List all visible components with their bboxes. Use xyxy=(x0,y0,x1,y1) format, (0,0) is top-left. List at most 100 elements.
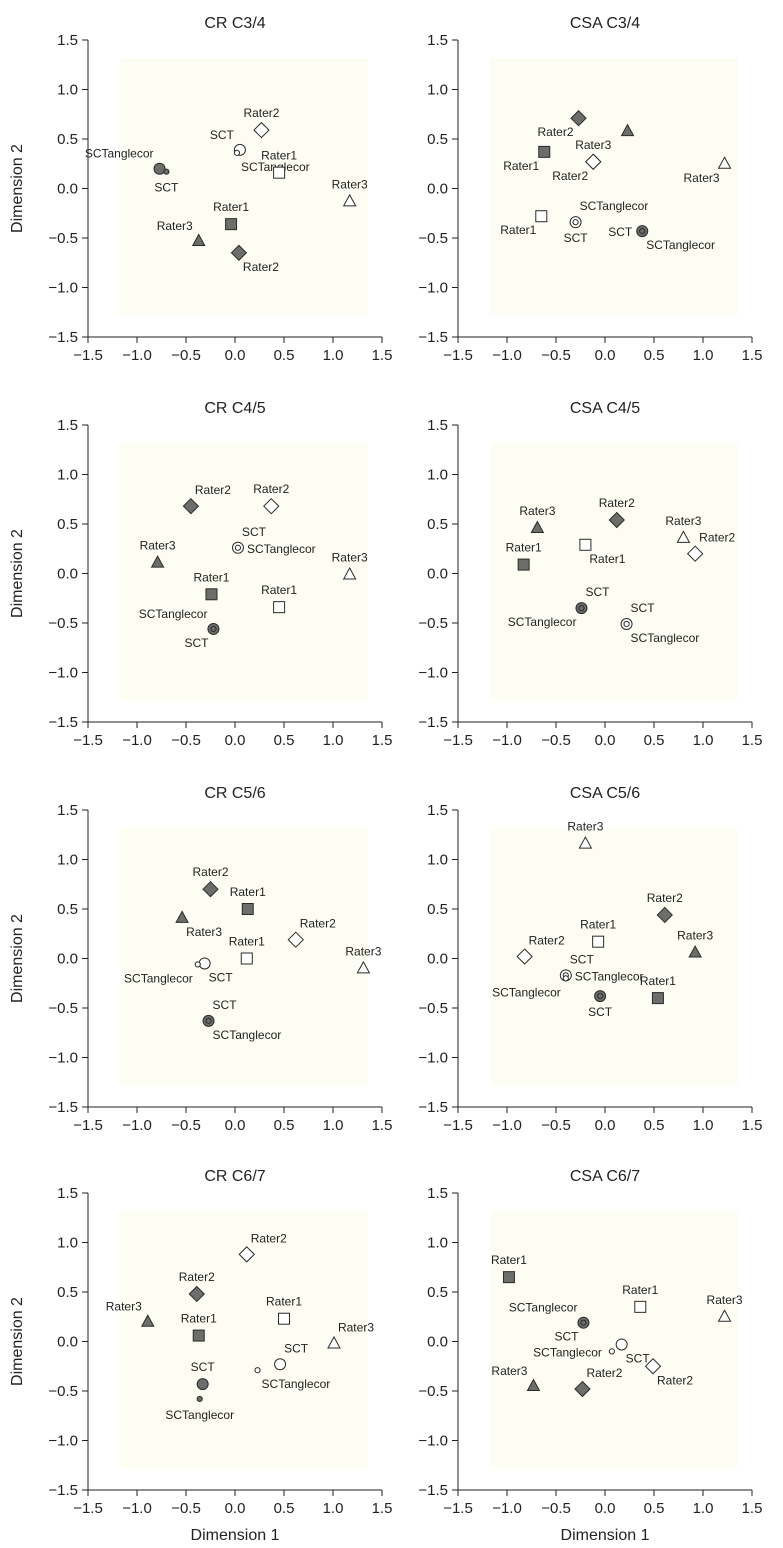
x-tick-label: −1.5 xyxy=(443,347,473,364)
scatter-panel: CR C4/5 −1.5 −1.0 −0.5 0.0 0.5 1.0 1.5 −1.5 −1.0 −… xyxy=(9,400,392,749)
diamond-marker xyxy=(585,153,602,170)
panel-title: CR C4/5 xyxy=(204,400,265,417)
point-label: Rater1 xyxy=(622,1283,658,1297)
point-label: SCTanglecor xyxy=(139,607,208,621)
diamond-marker xyxy=(574,1380,591,1398)
x-axis-title: Dimension 1 xyxy=(191,1527,280,1544)
y-tick-label: −1.5 xyxy=(418,1482,448,1499)
x-tick-label: −1.0 xyxy=(492,732,522,749)
x-tick-label: 1.5 xyxy=(742,1117,763,1134)
x-tick-label: 0.5 xyxy=(274,732,295,749)
point-label: Rater2 xyxy=(179,1270,215,1284)
x-axis-title: Dimension 1 xyxy=(561,1527,650,1544)
x-tick-label: 1.0 xyxy=(323,1500,344,1517)
point-label: Rater2 xyxy=(599,496,635,510)
square-marker xyxy=(502,1271,515,1284)
point-label: SCTanglecor xyxy=(262,1377,331,1391)
plot-area-tint xyxy=(490,58,738,315)
y-tick-label: 0.5 xyxy=(57,516,78,533)
x-tick-label: 1.5 xyxy=(372,1500,393,1517)
small-circle-marker xyxy=(639,227,646,235)
x-tick-label: 0.0 xyxy=(595,732,616,749)
diamond-marker xyxy=(230,244,248,262)
panel-title: CSA C5/6 xyxy=(570,785,640,802)
y-tick-label: −0.5 xyxy=(418,230,448,247)
point-label: Rater1 xyxy=(213,200,249,214)
scatter-panel: CSA C5/6 −1.5 −1.0 −0.5 0.0 0.5 1.0 1.5 −1.5 −1.0… xyxy=(418,785,762,1134)
point-label: Rater3 xyxy=(707,1293,743,1307)
point-label: Rater2 xyxy=(657,1373,693,1387)
x-tick-label: −1.5 xyxy=(443,1117,473,1134)
y-tick-label: −1.5 xyxy=(48,1482,78,1499)
y-tick-label: 0.0 xyxy=(57,1334,78,1351)
point-label: Rater2 xyxy=(251,1231,287,1245)
y-tick-label: 1.0 xyxy=(427,82,448,99)
x-tick-label: −1.0 xyxy=(492,1117,522,1134)
x-tick-label: 0.0 xyxy=(595,347,616,364)
point-label: Rater1 xyxy=(181,1312,217,1326)
triangle-marker xyxy=(342,566,357,580)
scatter-panel: CR C5/6 −1.5 −1.0 −0.5 0.0 0.5 1.0 1.5 −1.5 −1.0 −… xyxy=(9,785,392,1134)
triangle-marker xyxy=(327,1335,341,1349)
y-tick-label: 0.0 xyxy=(57,566,78,583)
point-label: SCT xyxy=(570,952,595,966)
x-tick-label: −1.5 xyxy=(73,1500,103,1517)
small-circle-marker xyxy=(205,1017,212,1024)
y-tick-label: −0.5 xyxy=(48,1000,78,1017)
y-tick-label: 0.5 xyxy=(57,901,78,918)
y-tick-label: 0.0 xyxy=(427,566,448,583)
point-label: SCT xyxy=(588,1005,613,1019)
y-tick-label: −0.5 xyxy=(48,1383,78,1400)
x-tick-label: 0.5 xyxy=(274,1500,295,1517)
point-label: Rater3 xyxy=(519,504,555,518)
point-label: SCT xyxy=(154,181,179,195)
y-tick-label: 0.5 xyxy=(57,131,78,148)
y-tick-label: 0.0 xyxy=(427,181,448,198)
square-marker xyxy=(634,1300,647,1313)
small-circle-marker xyxy=(234,544,242,551)
y-tick-label: 1.0 xyxy=(57,467,78,484)
point-label: Rater3 xyxy=(491,1364,527,1378)
y-tick-label: −0.5 xyxy=(418,1383,448,1400)
x-tick-label: 1.5 xyxy=(742,347,763,364)
point-label: SCT xyxy=(631,601,656,615)
y-tick-label: 1.5 xyxy=(427,32,448,49)
square-marker xyxy=(517,558,530,571)
square-marker xyxy=(192,1329,205,1342)
point-label: Rater2 xyxy=(699,531,735,545)
diamond-marker xyxy=(656,906,673,924)
point-label: Rater2 xyxy=(192,865,228,879)
circle-marker xyxy=(274,1358,287,1371)
small-circle-marker xyxy=(210,625,217,633)
circle-marker xyxy=(198,957,211,970)
point-label: Rater3 xyxy=(186,925,222,939)
scatter-panel: CSA C3/4 −1.5 −1.0 −0.5 0.0 0.5 1.0 1.5 −1.5 −1.0… xyxy=(418,15,762,364)
x-tick-label: −1.0 xyxy=(492,347,522,364)
point-label: SCTanglecor xyxy=(580,199,649,213)
x-tick-label: 0.5 xyxy=(644,1117,665,1134)
point-label: SCT xyxy=(284,1341,309,1355)
y-tick-label: −1.5 xyxy=(418,1099,448,1116)
point-label: Rater2 xyxy=(538,125,574,139)
diamond-marker xyxy=(263,497,280,515)
scatter-panel: CR C3/4 −1.5 −1.0 −0.5 0.0 0.5 1.0 1.5 −1.5 −1.0 −… xyxy=(9,15,392,364)
point-label: Rater2 xyxy=(586,1366,622,1380)
y-tick-label: 1.5 xyxy=(427,802,448,819)
triangle-marker xyxy=(175,910,189,923)
point-label: Rater2 xyxy=(195,483,231,497)
square-marker xyxy=(241,903,254,915)
diamond-marker xyxy=(608,511,625,529)
x-tick-label: 0.0 xyxy=(225,347,246,364)
point-label: SCTanglecor xyxy=(631,631,700,645)
diamond-marker xyxy=(188,1285,205,1303)
y-tick-label: −0.5 xyxy=(48,615,78,632)
point-label: SCTanglecor xyxy=(492,985,561,999)
y-tick-label: −1.5 xyxy=(418,714,448,731)
small-circle-marker xyxy=(572,219,579,226)
y-tick-label: 1.0 xyxy=(427,1235,448,1252)
x-tick-label: 0.5 xyxy=(644,732,665,749)
y-tick-label: −1.0 xyxy=(48,665,78,682)
point-label: SCT xyxy=(209,970,234,984)
point-label: Rater1 xyxy=(266,1295,302,1309)
